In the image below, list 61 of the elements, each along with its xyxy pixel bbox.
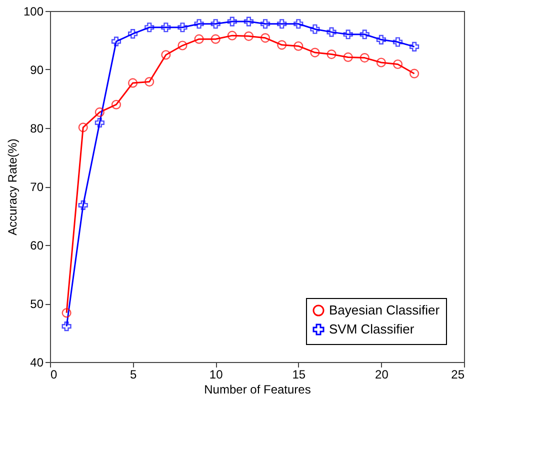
point: [392, 37, 403, 47]
point: [310, 24, 320, 34]
y-axis-title: Accuracy Rate(%): [5, 138, 20, 236]
point: [128, 29, 138, 39]
point: [260, 33, 270, 43]
point: [343, 30, 353, 40]
point: [111, 100, 122, 110]
point: [244, 31, 254, 41]
y-tick-label: 100: [23, 4, 44, 18]
y-tick-label: 60: [30, 238, 44, 252]
point: [128, 78, 138, 88]
point: [210, 19, 220, 29]
point: [392, 59, 403, 70]
x-tick-label: 0: [50, 368, 58, 382]
point: [294, 19, 304, 29]
point: [62, 308, 72, 318]
point: [244, 16, 254, 26]
point: [277, 40, 287, 50]
y-tick-label: 40: [30, 356, 44, 370]
point: [360, 53, 370, 63]
point: [376, 58, 386, 68]
x-tick-label: 10: [209, 368, 224, 382]
point: [410, 68, 420, 78]
y-tick-label: 70: [30, 180, 44, 194]
point: [310, 48, 320, 58]
y-tick-label: 50: [30, 297, 44, 311]
point: [376, 34, 386, 44]
point: [94, 107, 104, 117]
x-tick-label: 25: [451, 368, 465, 382]
point: [94, 118, 104, 128]
x-tick-label: 20: [375, 368, 389, 382]
point: [210, 34, 220, 44]
legend-label: SVM Classifier: [329, 322, 415, 336]
point: [78, 122, 88, 132]
point: [194, 34, 204, 44]
x-tick-label: 15: [292, 368, 306, 382]
point: [260, 19, 270, 29]
point: [144, 22, 154, 32]
point: [78, 200, 88, 210]
point: [343, 52, 353, 62]
point: [144, 77, 154, 87]
point: [326, 50, 336, 60]
legend-label: Bayesian Classifier: [329, 302, 440, 318]
point: [178, 40, 188, 50]
point: [194, 19, 204, 29]
y-tick-label: 90: [30, 63, 44, 77]
point: [178, 22, 188, 32]
x-axis-title: Number of Features: [204, 382, 311, 396]
point: [360, 30, 370, 40]
point: [294, 41, 304, 51]
point: [62, 322, 72, 332]
point: [161, 50, 171, 60]
point: [227, 16, 237, 26]
point: [161, 22, 171, 32]
point: [410, 42, 420, 52]
point: [277, 19, 287, 29]
point: [111, 36, 122, 46]
y-tick-label: 80: [30, 122, 44, 136]
x-tick-label: 5: [130, 368, 137, 382]
point: [227, 30, 237, 40]
point: [326, 27, 336, 37]
